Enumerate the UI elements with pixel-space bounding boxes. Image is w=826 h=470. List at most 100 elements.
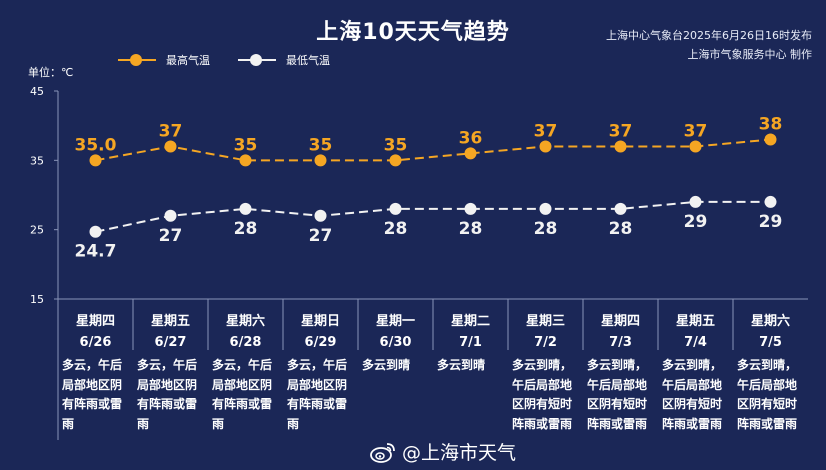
weekday-label: 星期四 [75,314,115,329]
day-header: 星期一 6/30 [358,300,433,350]
legend-high-label: 最高气温 [166,54,210,67]
high-temp-label: 35 [309,135,333,155]
publisher-line-1: 上海中心气象台2025年6月26日16时发布 [606,29,812,42]
date-label: 6/29 [304,335,337,350]
high-temp-point [89,154,102,167]
day-header: 星期五 6/27 [133,300,208,350]
high-temp-label: 35 [384,135,408,155]
high-temp-label: 38 [759,115,783,135]
high-temp-label: 36 [459,128,483,148]
weather-description: 多云到晴，午后局部地区阴有短时阵雨或雷雨 [512,358,573,431]
low-temp-label: 28 [384,219,408,239]
day-header: 星期四 6/26 [58,300,133,350]
date-label: 7/5 [759,335,782,350]
low-temp-point [164,209,177,222]
y-tick-label: 35 [30,154,44,167]
day-header: 星期六 6/28 [208,300,283,350]
weather-description: 多云到晴 [437,358,486,372]
low-temp-point [764,195,777,208]
low-temp-label: 28 [609,219,633,239]
high-temp-point [239,154,252,167]
weekday-label: 星期五 [675,314,715,329]
weather-description: 多云到晴，午后局部地区阴有短时阵雨或雷雨 [662,358,723,431]
legend-low-label: 最低气温 [286,54,330,67]
high-temp-point [164,140,177,153]
low-temp-point [614,202,627,215]
high-temp-point [464,147,477,160]
day-header: 星期三 7/2 [508,300,583,350]
unit-label: 单位：℃ [28,66,74,79]
date-label: 6/30 [379,335,412,350]
weekday-label: 星期一 [375,314,415,329]
low-temp-point [464,202,477,215]
low-temp-label: 28 [234,219,258,239]
weekday-label: 星期三 [525,314,565,329]
day-header: 星期日 6/29 [283,300,358,350]
high-temp-point [539,140,552,153]
high-temp-point [764,133,777,146]
weekday-label: 星期二 [450,314,490,329]
high-temp-point [689,140,702,153]
day-header: 星期六 7/5 [733,300,808,350]
weekday-label: 星期四 [600,314,640,329]
day-header: 星期四 7/3 [583,300,658,350]
low-temp-point [239,202,252,215]
low-temp-point [314,209,327,222]
date-label: 7/2 [534,335,557,350]
weather-description: 多云，午后局部地区阴有阵雨或雷雨 [212,358,273,431]
high-temp-point [314,154,327,167]
weather-description: 多云，午后局部地区阴有阵雨或雷雨 [62,358,123,431]
high-temp-label: 35 [234,135,258,155]
weather-description: 多云，午后局部地区阴有阵雨或雷雨 [137,358,198,431]
watermark-text: @上海市天气 [402,442,517,464]
high-temp-label: 37 [609,121,633,141]
low-temp-label: 28 [534,219,558,239]
weather-description: 多云到晴，午后局部地区阴有短时阵雨或雷雨 [587,358,648,431]
legend-item-high: 最高气温 [118,52,210,68]
day-header: 星期二 7/1 [433,300,508,350]
weekday-label: 星期六 [750,314,790,329]
low-temp-line [95,200,771,233]
high-temp-label: 37 [684,121,708,141]
low-temp-label: 27 [309,226,333,246]
legend-item-low: 最低气温 [238,52,330,68]
date-label: 7/3 [609,335,632,350]
legend-low-marker [238,54,276,66]
date-label: 6/27 [154,335,187,350]
low-temp-point [539,202,552,215]
day-header: 星期五 7/4 [658,300,733,350]
y-tick-label: 15 [30,293,44,306]
weibo-icon [370,442,395,463]
low-temp-point [389,202,402,215]
weather-description: 多云，午后局部地区阴有阵雨或雷雨 [287,358,348,431]
weibo-watermark: @上海市天气 [370,438,516,465]
legend-high-marker [118,54,156,66]
chart-title: 上海10天天气趋势 [316,20,510,45]
low-temp-label: 29 [684,212,708,232]
low-temp-point [89,225,102,238]
high-temp-label: 37 [159,121,183,141]
high-temp-point [614,140,627,153]
date-label: 7/4 [684,335,707,350]
weekday-label: 星期日 [300,314,340,329]
weather-description: 多云到晴 [362,358,411,372]
weekday-label: 星期六 [225,314,265,329]
low-temp-point [689,195,702,208]
high-temp-point [389,154,402,167]
high-temp-line [95,138,771,162]
date-label: 7/1 [459,335,482,350]
high-temp-label: 37 [534,121,558,141]
low-temp-label: 28 [459,219,483,239]
publisher-line-2: 上海市气象服务中心 制作 [687,48,813,61]
date-label: 6/28 [229,335,262,350]
low-temp-label: 29 [759,212,783,232]
high-temp-label: 35.0 [75,135,117,155]
y-tick-label: 25 [30,224,44,237]
low-temp-label: 27 [159,226,183,246]
weather-description: 多云到晴，午后局部地区阴有短时阵雨或雷雨 [737,358,798,431]
low-temp-label: 24.7 [75,242,117,262]
y-tick-label: 45 [30,85,44,98]
date-label: 6/26 [79,335,112,350]
publisher-info: 上海中心气象台2025年6月26日16时发布 上海市气象服务中心 制作 [606,26,812,64]
